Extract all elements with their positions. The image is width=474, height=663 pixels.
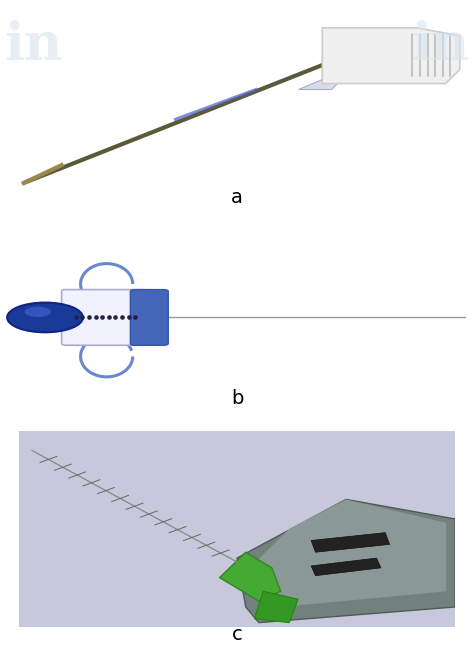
Polygon shape [311, 532, 390, 552]
Polygon shape [322, 28, 460, 84]
Text: in: in [411, 20, 469, 71]
Text: b: b [231, 389, 243, 408]
Polygon shape [299, 80, 341, 90]
FancyBboxPatch shape [130, 290, 168, 345]
Circle shape [7, 302, 83, 332]
FancyBboxPatch shape [62, 290, 147, 345]
Polygon shape [219, 552, 281, 601]
Polygon shape [255, 591, 298, 623]
Polygon shape [237, 499, 455, 623]
Polygon shape [19, 431, 455, 627]
Polygon shape [311, 558, 381, 575]
Text: c: c [232, 625, 242, 644]
Text: in: in [5, 20, 63, 71]
Polygon shape [246, 499, 447, 607]
Text: a: a [231, 188, 243, 207]
Circle shape [25, 307, 51, 317]
